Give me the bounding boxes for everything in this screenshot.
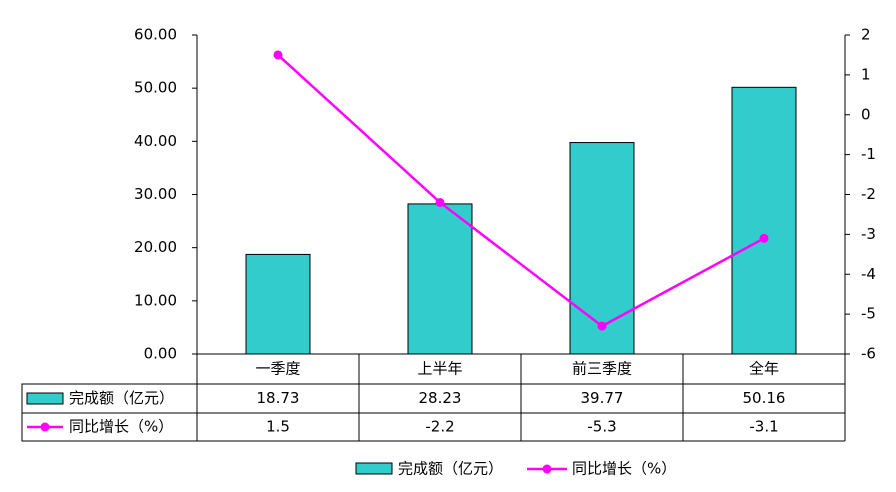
bar — [245, 253, 311, 355]
legend-line-key-marker — [542, 464, 552, 474]
bar-value-label: 50.16 — [743, 389, 786, 407]
left-tick-label: 40.00 — [134, 132, 177, 150]
left-tick-label: 0.00 — [144, 345, 177, 363]
line-value-label: -3.1 — [749, 418, 778, 436]
line-point — [435, 197, 445, 207]
legend-bar-key — [355, 462, 393, 475]
bar — [731, 86, 797, 355]
left-tick-label: 20.00 — [134, 238, 177, 256]
right-axis-ticks: 2 1 0 -1 -2 -3 -4 -5 -6 — [845, 26, 876, 363]
right-tick-label: -6 — [861, 345, 876, 363]
line-point — [597, 321, 607, 331]
line-point — [273, 50, 283, 60]
category-label: 上半年 — [417, 360, 462, 378]
line-series — [273, 50, 769, 331]
axes — [196, 35, 846, 354]
left-tick-label: 30.00 — [134, 185, 177, 203]
table-row-header: 完成额（亿元） — [69, 389, 174, 407]
line-value-label: 1.5 — [266, 418, 290, 436]
line-value-label: -5.3 — [587, 418, 616, 436]
right-tick-label: -3 — [861, 225, 876, 243]
left-tick-label: 60.00 — [134, 26, 177, 44]
bar-value-label: 39.77 — [581, 389, 624, 407]
right-tick-label: -1 — [861, 145, 876, 163]
line-point — [759, 233, 769, 243]
legend: 完成额（亿元） 同比增长（%） — [355, 460, 676, 478]
category-label: 全年 — [749, 360, 779, 378]
bar-value-label: 28.23 — [419, 389, 462, 407]
bar — [407, 203, 473, 355]
left-tick-label: 10.00 — [134, 291, 177, 309]
left-tick-label: 50.00 — [134, 79, 177, 97]
table-row-header: 同比增长（%） — [69, 418, 173, 436]
data-table: 一季度 18.73 1.5 上半年 28.23 -2.2 前三季度 39.77 -5.3 全年 50… — [21, 353, 846, 442]
legend-label: 同比增长（%） — [572, 460, 676, 478]
bar-value-label: 18.73 — [257, 389, 300, 407]
right-tick-label: 2 — [861, 26, 871, 44]
right-tick-label: -4 — [861, 265, 876, 283]
right-tick-label: -5 — [861, 305, 876, 323]
bar — [569, 142, 635, 355]
table-bar-key — [26, 392, 64, 405]
right-tick-label: 1 — [861, 65, 871, 83]
line-path — [277, 54, 765, 328]
table-line-key-marker — [40, 422, 50, 432]
legend-label: 完成额（亿元） — [398, 460, 503, 478]
left-axis-ticks: 60.00 50.00 40.00 30.00 20.00 10.00 0.00 — [134, 26, 197, 363]
line-value-label: -2.2 — [425, 418, 454, 436]
right-tick-label: -2 — [861, 185, 876, 203]
category-label: 一季度 — [255, 360, 300, 378]
category-label: 前三季度 — [572, 360, 632, 378]
bar-series — [245, 86, 797, 355]
right-tick-label: 0 — [861, 105, 871, 123]
